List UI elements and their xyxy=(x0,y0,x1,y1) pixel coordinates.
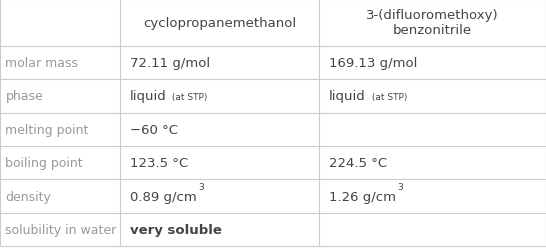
Text: 1.26 g/cm: 1.26 g/cm xyxy=(329,190,396,203)
Text: phase: phase xyxy=(5,90,43,103)
Text: melting point: melting point xyxy=(5,123,89,136)
Text: 3-(difluoromethoxy)
benzonitrile: 3-(difluoromethoxy) benzonitrile xyxy=(366,9,499,37)
Text: density: density xyxy=(5,190,51,203)
Text: liquid: liquid xyxy=(329,90,366,103)
Text: 224.5 °C: 224.5 °C xyxy=(329,156,387,170)
Text: molar mass: molar mass xyxy=(5,57,79,70)
Text: solubility in water: solubility in water xyxy=(5,223,117,236)
Text: 123.5 °C: 123.5 °C xyxy=(130,156,188,170)
Text: very soluble: very soluble xyxy=(130,223,222,236)
Text: 72.11 g/mol: 72.11 g/mol xyxy=(130,57,210,70)
Text: liquid: liquid xyxy=(130,90,167,103)
Text: 3: 3 xyxy=(397,182,403,192)
Text: (at STP): (at STP) xyxy=(169,93,208,102)
Text: (at STP): (at STP) xyxy=(369,93,407,102)
Text: −60 °C: −60 °C xyxy=(130,123,178,136)
Text: boiling point: boiling point xyxy=(5,156,83,170)
Text: 169.13 g/mol: 169.13 g/mol xyxy=(329,57,418,70)
Text: 3: 3 xyxy=(198,182,204,192)
Text: 0.89 g/cm: 0.89 g/cm xyxy=(130,190,197,203)
Text: cyclopropanemethanol: cyclopropanemethanol xyxy=(143,17,296,30)
